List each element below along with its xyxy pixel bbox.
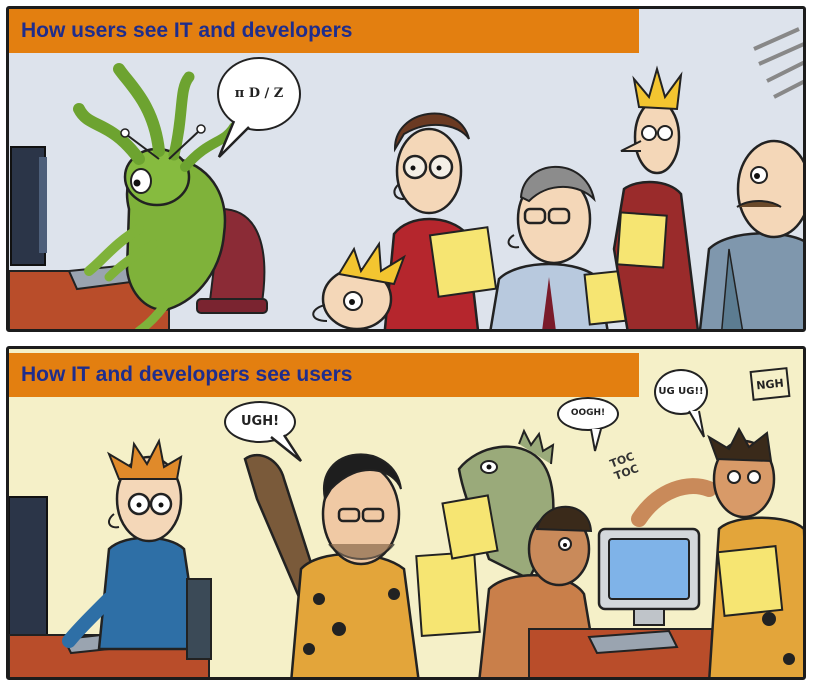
it-monitor bbox=[9, 496, 48, 638]
chair-seat bbox=[196, 298, 268, 314]
grey-hair bbox=[519, 165, 596, 203]
onlooker-face bbox=[395, 127, 463, 215]
antenna bbox=[168, 130, 200, 160]
panel-bottom: How IT and developers see users UGH! OOG… bbox=[6, 346, 806, 680]
paper-sheet bbox=[616, 211, 668, 269]
alien-arm bbox=[104, 239, 159, 282]
onlooker-tall-face bbox=[633, 99, 681, 175]
caveman-stubble bbox=[328, 543, 395, 560]
onlooker-blond-hair bbox=[337, 241, 406, 286]
caveman-right-hair bbox=[707, 426, 773, 463]
paper-sheet bbox=[428, 226, 498, 298]
alien-arm bbox=[84, 224, 144, 276]
onlooker-hair bbox=[393, 112, 470, 153]
alien-eye bbox=[130, 168, 152, 194]
onlooker-tall-hair bbox=[632, 65, 683, 111]
alien-pupil bbox=[133, 179, 141, 187]
cave-keyboard bbox=[587, 629, 679, 655]
monitor-side bbox=[39, 157, 47, 253]
paper-sheet bbox=[716, 545, 784, 617]
it-guy-hair bbox=[106, 437, 183, 480]
alien-tentacle bbox=[168, 71, 195, 161]
necktie bbox=[542, 277, 556, 329]
panel-bottom-art bbox=[9, 426, 803, 677]
balloon-text: OOGH! bbox=[570, 408, 606, 419]
caveman-leopard-skin bbox=[290, 552, 420, 677]
caveman-hair bbox=[322, 453, 402, 502]
striped-tie bbox=[721, 248, 744, 329]
paper-sheet bbox=[441, 494, 499, 560]
balloon-text: UG UG!! bbox=[658, 385, 704, 397]
speech-balloon-ugh: UGH! bbox=[224, 401, 296, 443]
balloon-text: π D ∕ Z bbox=[234, 86, 284, 102]
panel-top-banner: How users see IT and developers bbox=[9, 9, 639, 53]
it-chair bbox=[186, 578, 212, 660]
panel-top: How users see IT and developers π D ∕ Z bbox=[6, 6, 806, 332]
alien-leg bbox=[134, 294, 174, 329]
antenna bbox=[126, 134, 160, 160]
dinosaur-spikes bbox=[518, 428, 555, 465]
it-guy-shirt bbox=[97, 536, 201, 651]
antenna-tip bbox=[120, 128, 130, 138]
antenna-tip bbox=[196, 124, 206, 134]
alien-tentacle bbox=[113, 63, 165, 157]
crt-screen bbox=[608, 538, 690, 600]
mustache bbox=[736, 200, 782, 208]
panel-top-art bbox=[9, 27, 803, 329]
balloon-text: UGH! bbox=[240, 414, 280, 430]
onlooker-bald-face bbox=[736, 139, 803, 239]
alien-tentacle bbox=[73, 103, 145, 165]
caveman-knocking-arm bbox=[631, 478, 717, 527]
alien-tentacle bbox=[180, 122, 239, 172]
it-guy-arm bbox=[62, 592, 116, 648]
artist-signature: NGH bbox=[749, 367, 791, 401]
ink-scribble bbox=[753, 27, 803, 99]
speech-balloon-oogh: OOGH! bbox=[557, 397, 619, 431]
speech-balloon-formula: π D ∕ Z bbox=[217, 57, 301, 131]
speech-balloon-ug-ug: UG UG!! bbox=[654, 369, 708, 415]
onlooker-suit bbox=[698, 232, 803, 329]
caveman-bent-hair bbox=[535, 505, 593, 533]
paper-sheet bbox=[415, 551, 481, 637]
panel-bottom-banner: How IT and developers see users bbox=[9, 353, 639, 397]
